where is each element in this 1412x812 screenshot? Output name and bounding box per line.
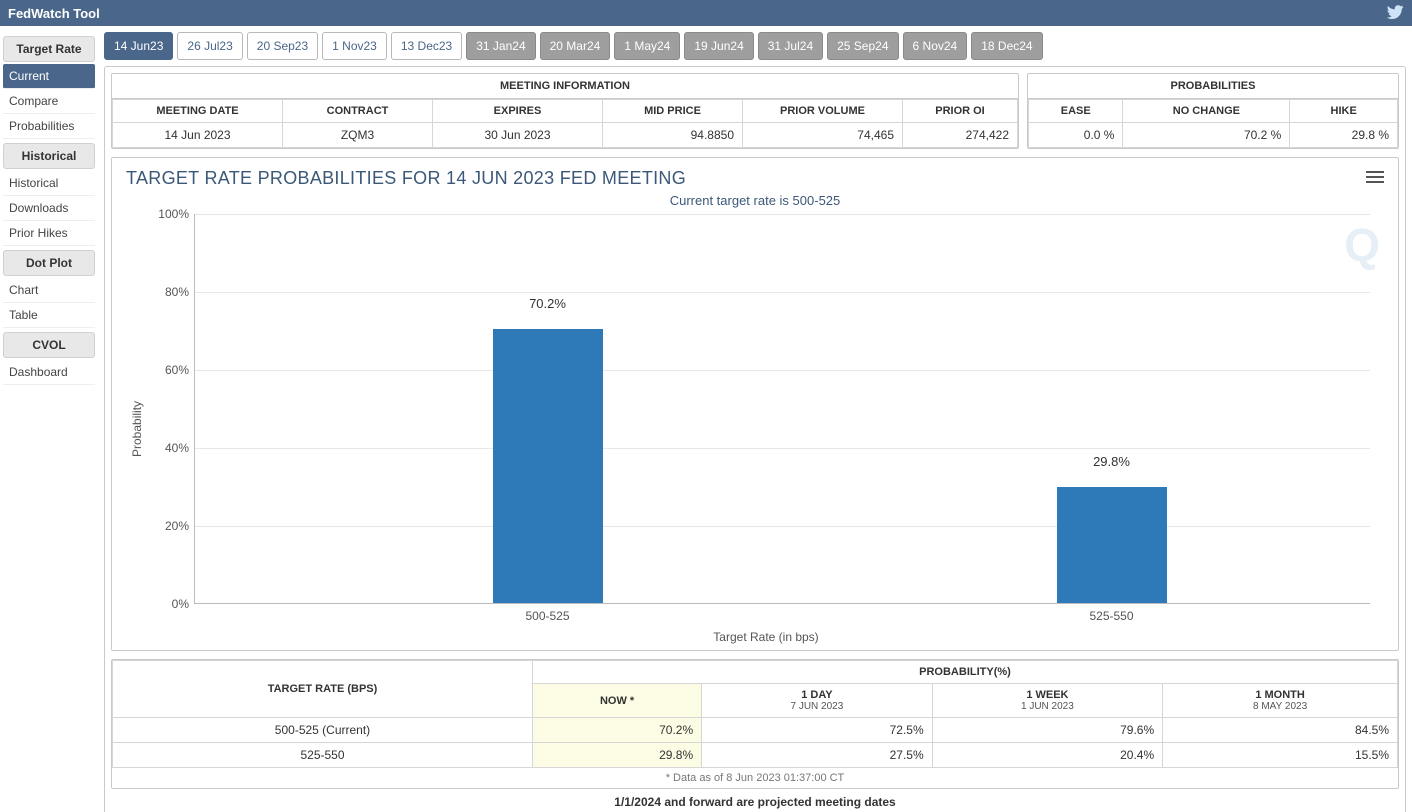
probabilities-box-title: PROBABILITIES bbox=[1028, 74, 1398, 99]
main-content: 14 Jun2326 Jul2320 Sep231 Nov2313 Dec233… bbox=[98, 26, 1412, 812]
meeting-tab[interactable]: 13 Dec23 bbox=[391, 32, 462, 60]
meeting-tab[interactable]: 1 Nov23 bbox=[322, 32, 387, 60]
prob-table-period-header: 1 WEEK1 JUN 2023 bbox=[932, 684, 1163, 718]
prob-table-cell: 70.2% bbox=[533, 718, 702, 743]
prob-table-period-header: 1 DAY7 JUN 2023 bbox=[702, 684, 933, 718]
meeting-info-cell: 74,465 bbox=[743, 123, 903, 148]
chart-menu-icon[interactable] bbox=[1366, 168, 1384, 186]
chart-ytick: 60% bbox=[149, 363, 189, 377]
prob-table-cell: 15.5% bbox=[1163, 743, 1398, 768]
probabilities-box: PROBABILITIES EASENO CHANGEHIKE 0.0 %70.… bbox=[1027, 73, 1399, 149]
prob-box-col: NO CHANGE bbox=[1123, 100, 1290, 123]
chart-bar[interactable] bbox=[1057, 487, 1167, 603]
chart-ytick: 0% bbox=[149, 597, 189, 611]
meeting-info-col: EXPIRES bbox=[433, 100, 603, 123]
meeting-tab[interactable]: 31 Jan24 bbox=[466, 32, 535, 60]
meeting-info-cell: 274,422 bbox=[903, 123, 1018, 148]
meeting-tab[interactable]: 20 Mar24 bbox=[540, 32, 611, 60]
chart-plot: 0%20%40%60%80%100%70.2%500-52529.8%525-5… bbox=[148, 214, 1384, 644]
sidebar-group-header: Target Rate bbox=[3, 36, 95, 62]
prob-table-cell: 84.5% bbox=[1163, 718, 1398, 743]
prob-table-period-header: NOW * bbox=[533, 684, 702, 718]
meeting-info-table: MEETING DATECONTRACTEXPIRESMID PRICEPRIO… bbox=[112, 99, 1018, 148]
chart-bar[interactable] bbox=[493, 329, 603, 603]
meeting-info-col: PRIOR OI bbox=[903, 100, 1018, 123]
prob-table-period-header: 1 MONTH8 MAY 2023 bbox=[1163, 684, 1398, 718]
meeting-tab[interactable]: 20 Sep23 bbox=[247, 32, 318, 60]
prob-table-cell: 20.4% bbox=[932, 743, 1163, 768]
prob-box-cell: 29.8 % bbox=[1290, 123, 1398, 148]
sidebar-item[interactable]: Chart bbox=[3, 278, 95, 303]
meeting-tab[interactable]: 31 Jul24 bbox=[758, 32, 823, 60]
top-bar: FedWatch Tool bbox=[0, 0, 1412, 26]
prob-table-group-header: PROBABILITY(%) bbox=[533, 661, 1398, 684]
meeting-tab[interactable]: 14 Jun23 bbox=[104, 32, 173, 60]
chart-ytick: 40% bbox=[149, 441, 189, 455]
prob-table-cell: 72.5% bbox=[702, 718, 933, 743]
meeting-tab[interactable]: 6 Nov24 bbox=[903, 32, 968, 60]
chart-ytick: 20% bbox=[149, 519, 189, 533]
chart-card: TARGET RATE PROBABILITIES FOR 14 JUN 202… bbox=[111, 157, 1399, 651]
sidebar-item[interactable]: Current bbox=[3, 64, 95, 89]
probability-history-table: TARGET RATE (BPS)PROBABILITY(%)NOW *1 DA… bbox=[111, 659, 1399, 789]
sidebar-item[interactable]: Table bbox=[3, 303, 95, 328]
prob-table-cell: 27.5% bbox=[702, 743, 933, 768]
sidebar-item[interactable]: Downloads bbox=[3, 196, 95, 221]
prob-table-row-label: 500-525 (Current) bbox=[113, 718, 533, 743]
sidebar-group-header: Dot Plot bbox=[3, 250, 95, 276]
meeting-info-col: PRIOR VOLUME bbox=[743, 100, 903, 123]
prob-table-header: TARGET RATE (BPS) bbox=[113, 661, 533, 718]
chart-ytick: 100% bbox=[149, 207, 189, 221]
sidebar-item[interactable]: Dashboard bbox=[3, 360, 95, 385]
meeting-tab[interactable]: 19 Jun24 bbox=[684, 32, 753, 60]
sidebar-item[interactable]: Historical bbox=[3, 171, 95, 196]
meeting-tab[interactable]: 25 Sep24 bbox=[827, 32, 898, 60]
probabilities-table: EASENO CHANGEHIKE 0.0 %70.2 %29.8 % bbox=[1028, 99, 1398, 148]
chart-bar-label: 29.8% bbox=[1093, 454, 1130, 469]
meeting-tab[interactable]: 18 Dec24 bbox=[971, 32, 1042, 60]
prob-table-cell: 79.6% bbox=[932, 718, 1163, 743]
meeting-info-box: MEETING INFORMATION MEETING DATECONTRACT… bbox=[111, 73, 1019, 149]
info-row: MEETING INFORMATION MEETING DATECONTRACT… bbox=[111, 73, 1399, 149]
meeting-tabs: 14 Jun2326 Jul2320 Sep231 Nov2313 Dec233… bbox=[104, 32, 1406, 60]
sidebar-group-header: Historical bbox=[3, 143, 95, 169]
data-footnote: * Data as of 8 Jun 2023 01:37:00 CT bbox=[112, 768, 1398, 788]
sidebar-item[interactable]: Probabilities bbox=[3, 114, 95, 139]
chart-ytick: 80% bbox=[149, 285, 189, 299]
chart-xcat: 525-550 bbox=[1089, 609, 1133, 623]
prob-table-cell: 29.8% bbox=[533, 743, 702, 768]
prob-table-row-label: 525-550 bbox=[113, 743, 533, 768]
meeting-tab[interactable]: 26 Jul23 bbox=[177, 32, 242, 60]
meeting-info-cell: ZQM3 bbox=[283, 123, 433, 148]
meeting-info-col: MEETING DATE bbox=[113, 100, 283, 123]
meeting-info-cell: 30 Jun 2023 bbox=[433, 123, 603, 148]
prob-box-cell: 70.2 % bbox=[1123, 123, 1290, 148]
main-panel: MEETING INFORMATION MEETING DATECONTRACT… bbox=[104, 66, 1406, 812]
prob-box-col: HIKE bbox=[1290, 100, 1398, 123]
sidebar-group-header: CVOL bbox=[3, 332, 95, 358]
chart-title: TARGET RATE PROBABILITIES FOR 14 JUN 202… bbox=[126, 168, 1384, 189]
footer-note: 1/1/2024 and forward are projected meeti… bbox=[111, 795, 1399, 809]
meeting-info-cell: 14 Jun 2023 bbox=[113, 123, 283, 148]
app-title: FedWatch Tool bbox=[8, 6, 100, 21]
chart-bar-label: 70.2% bbox=[529, 296, 566, 311]
meeting-info-col: MID PRICE bbox=[603, 100, 743, 123]
sidebar-item[interactable]: Compare bbox=[3, 89, 95, 114]
chart-subtitle: Current target rate is 500-525 bbox=[126, 193, 1384, 208]
prob-box-col: EASE bbox=[1029, 100, 1123, 123]
meeting-tab[interactable]: 1 May24 bbox=[614, 32, 680, 60]
chart-y-axis-label: Probability bbox=[126, 214, 148, 644]
prob-box-cell: 0.0 % bbox=[1029, 123, 1123, 148]
chart-x-axis-label: Target Rate (in bps) bbox=[148, 630, 1384, 644]
chart-xcat: 500-525 bbox=[525, 609, 569, 623]
meeting-info-cell: 94.8850 bbox=[603, 123, 743, 148]
twitter-icon[interactable] bbox=[1386, 3, 1404, 24]
sidebar: Target RateCurrentCompareProbabilities Hi… bbox=[0, 26, 98, 812]
sidebar-item[interactable]: Prior Hikes bbox=[3, 221, 95, 246]
meeting-info-title: MEETING INFORMATION bbox=[112, 74, 1018, 99]
meeting-info-col: CONTRACT bbox=[283, 100, 433, 123]
